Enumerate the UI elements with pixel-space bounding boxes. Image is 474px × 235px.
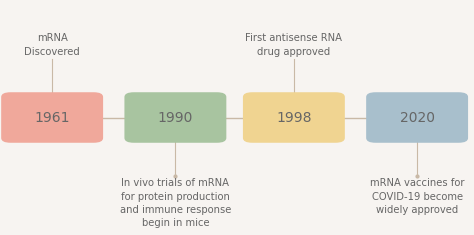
FancyBboxPatch shape bbox=[1, 92, 103, 143]
FancyBboxPatch shape bbox=[124, 92, 226, 143]
Text: 2020: 2020 bbox=[400, 110, 435, 125]
Text: mRNA
Discovered: mRNA Discovered bbox=[24, 33, 80, 56]
Text: mRNA vaccines for
COVID-19 become
widely approved: mRNA vaccines for COVID-19 become widely… bbox=[370, 179, 465, 215]
Text: 1990: 1990 bbox=[158, 110, 193, 125]
Text: 1998: 1998 bbox=[276, 110, 311, 125]
Text: First antisense RNA
drug approved: First antisense RNA drug approved bbox=[246, 33, 342, 56]
Text: In vivo trials of mRNA
for protein production
and immune response
begin in mice: In vivo trials of mRNA for protein produ… bbox=[120, 179, 231, 228]
Text: 1961: 1961 bbox=[35, 110, 70, 125]
FancyBboxPatch shape bbox=[366, 92, 468, 143]
FancyBboxPatch shape bbox=[243, 92, 345, 143]
